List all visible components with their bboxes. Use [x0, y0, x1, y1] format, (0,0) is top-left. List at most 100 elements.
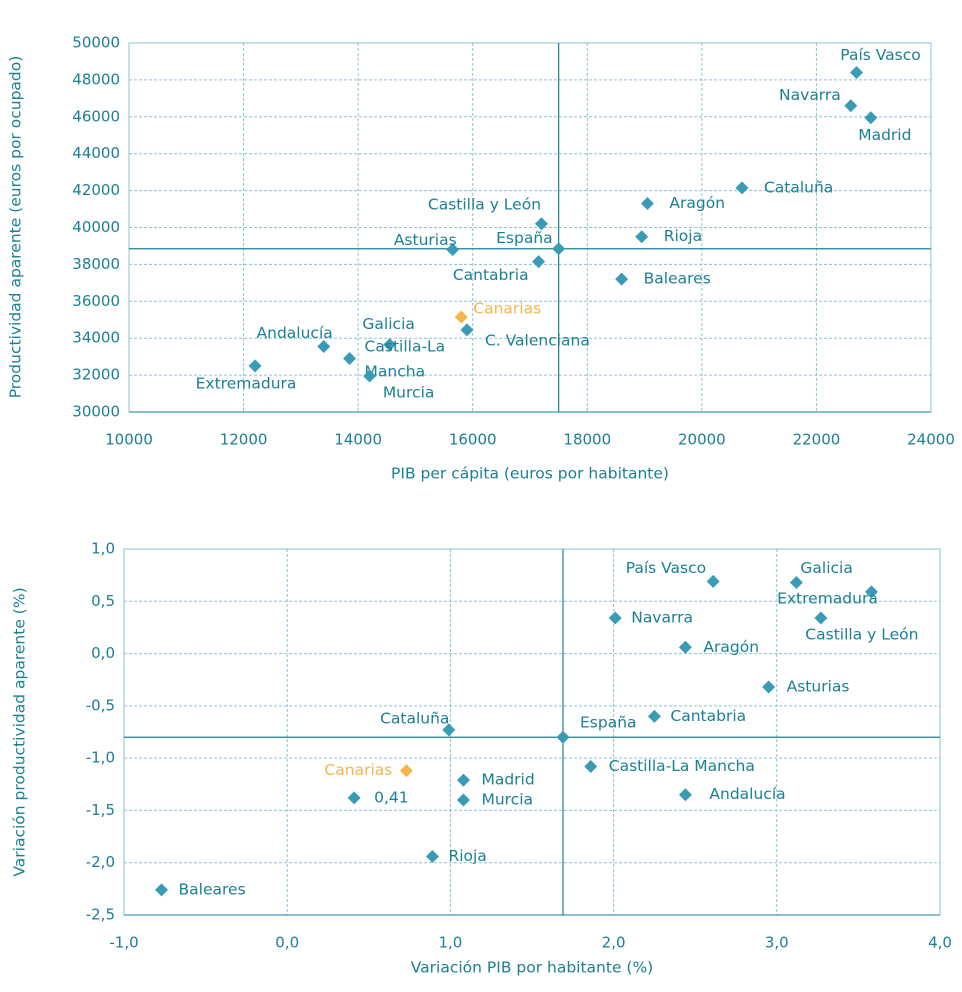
y-tick-label: 42000 — [72, 181, 120, 199]
point — [532, 255, 546, 269]
point-label: Navarra — [779, 86, 841, 104]
point-label: Cataluña — [764, 178, 833, 196]
point-label: Extremadura — [196, 374, 297, 392]
y-tick-label: -0,5 — [86, 696, 115, 714]
point-label: Aragón — [703, 638, 759, 656]
point-label: País Vasco — [840, 46, 920, 64]
x-tick-label: 3,0 — [765, 934, 789, 952]
point — [399, 764, 413, 778]
point-label: España — [580, 714, 637, 732]
y-tick-label: -1,5 — [86, 801, 115, 819]
x-axis-label: Variación PIB por habitante (%) — [411, 959, 653, 977]
point-label: Extremadura — [777, 589, 878, 607]
point — [552, 242, 566, 256]
y-axis-label: Variación productividad aparente (%) — [11, 587, 29, 876]
point — [456, 773, 470, 787]
point — [864, 585, 878, 599]
x-tick-label: 1,0 — [438, 934, 462, 952]
point — [584, 760, 598, 774]
point — [608, 611, 622, 625]
point — [615, 272, 629, 286]
point-label: Cataluña — [380, 709, 449, 727]
x-tick-label: 16000 — [449, 431, 497, 449]
y-tick-label: 50000 — [72, 34, 120, 52]
point — [347, 791, 361, 805]
x-tick-label: 2,0 — [602, 934, 626, 952]
point-label: Castilla y León — [805, 626, 918, 644]
y-tick-label: 0,5 — [91, 592, 115, 610]
x-axis-label: PIB per cápita (euros por habitante) — [391, 465, 669, 483]
y-tick-label: 30000 — [72, 403, 120, 421]
point — [442, 723, 456, 737]
y-tick-label: 1,0 — [91, 540, 115, 558]
point — [647, 709, 661, 723]
point-label: País Vasco — [626, 559, 706, 577]
point — [343, 351, 357, 365]
point-label: España — [496, 229, 553, 247]
point-label: Cantabria — [670, 707, 746, 725]
x-tick-label: 10000 — [105, 431, 153, 449]
y-tick-label: 46000 — [72, 107, 120, 125]
x-tick-label: 12000 — [220, 431, 268, 449]
point-label: Rioja — [448, 847, 486, 865]
y-tick-label: 34000 — [72, 329, 120, 347]
point-label: Baleares — [179, 880, 246, 898]
point — [864, 111, 878, 125]
point-label: Baleares — [644, 270, 711, 288]
y-tick-label: 40000 — [72, 218, 120, 236]
point-label: Cantabria — [453, 266, 529, 284]
point-label: Canarias — [473, 299, 541, 317]
y-tick-label: 0,0 — [91, 644, 115, 662]
point — [248, 359, 262, 373]
point-label: Madrid — [481, 771, 534, 789]
x-tick-label: 24000 — [907, 431, 955, 449]
point — [844, 99, 858, 113]
point — [383, 338, 397, 352]
point — [425, 849, 439, 863]
x-tick-label: -1,0 — [109, 934, 138, 952]
x-tick-label: 4,0 — [928, 934, 952, 952]
point-label: Galicia — [362, 315, 414, 333]
point-label: Castilla-La Mancha — [609, 757, 755, 775]
y-tick-label: 36000 — [72, 292, 120, 310]
x-tick-label: 22000 — [793, 431, 841, 449]
point-label: Madrid — [858, 126, 911, 144]
point-label: C. Valenciana — [485, 331, 590, 349]
point-label: 0,41 — [374, 788, 409, 806]
point — [534, 217, 548, 231]
point — [850, 66, 864, 80]
y-tick-label: 44000 — [72, 144, 120, 162]
point-label: Aragón — [669, 194, 725, 212]
point-label: Navarra — [631, 609, 693, 627]
x-tick-label: 14000 — [334, 431, 382, 449]
point-label: Andalucía — [709, 785, 785, 803]
point — [678, 788, 692, 802]
point — [155, 883, 169, 897]
y-tick-label: 32000 — [72, 366, 120, 384]
point — [556, 730, 570, 744]
point — [446, 243, 460, 257]
point-label: Rioja — [664, 227, 702, 245]
x-tick-label: 0,0 — [275, 934, 299, 952]
x-tick-label: 18000 — [563, 431, 611, 449]
y-axis-label: Productividad aparente (euros por ocupad… — [7, 56, 25, 399]
y-tick-label: -2,0 — [86, 853, 115, 871]
point — [363, 369, 377, 383]
y-tick-label: 38000 — [72, 255, 120, 273]
point-label: Murcia — [383, 384, 435, 402]
x-tick-label: 20000 — [678, 431, 726, 449]
point — [814, 611, 828, 625]
point — [706, 574, 720, 588]
point — [789, 575, 803, 589]
point — [678, 640, 692, 654]
y-tick-label: 48000 — [72, 70, 120, 88]
point-label: Asturias — [787, 678, 850, 696]
point-label: Castilla y León — [428, 195, 541, 213]
point — [454, 310, 468, 324]
point — [635, 230, 649, 244]
point-label: Asturias — [394, 231, 457, 249]
point — [640, 197, 654, 211]
point — [735, 181, 749, 195]
y-tick-label: -2,5 — [86, 906, 115, 924]
